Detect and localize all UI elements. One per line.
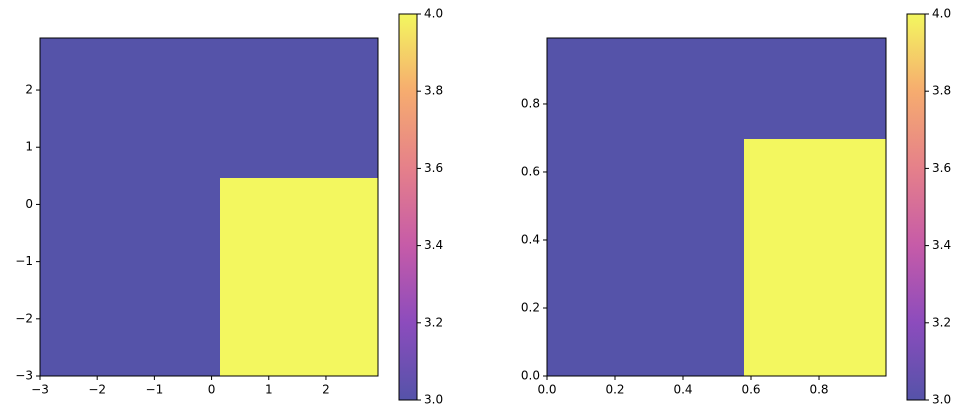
colorbar-tick-label: 3.0	[932, 393, 951, 407]
cell	[547, 38, 744, 139]
x-tick-label: 0.8	[809, 383, 828, 397]
y-tick-label: 0.4	[521, 232, 540, 246]
cell	[40, 178, 221, 376]
y-tick-label: 0	[25, 197, 33, 211]
y-tick-label: 0.6	[521, 164, 540, 178]
x-tick-label: 0.2	[605, 383, 624, 397]
cell	[220, 38, 378, 179]
colorbar	[906, 13, 926, 401]
plot-frame	[546, 37, 887, 377]
x-tick-label: 0	[208, 383, 216, 397]
y-tick-label: 1	[25, 140, 33, 154]
x-tick-label: 1	[265, 383, 273, 397]
y-tick-label: −3	[15, 369, 33, 383]
x-tick-label: 2	[322, 383, 330, 397]
colorbar-tick-label: 3.6	[932, 161, 951, 175]
colorbar-tick-label: 4.0	[424, 7, 443, 21]
colorbar	[398, 13, 418, 401]
x-tick-label: 0.4	[673, 383, 692, 397]
colorbar-tick-label: 3.8	[424, 84, 443, 98]
y-tick-label: 0.0	[521, 369, 540, 383]
x-tick-label: 0.6	[741, 383, 760, 397]
y-tick-label: 0.8	[521, 96, 540, 110]
colorbar-tick-label: 3.4	[932, 238, 951, 252]
colorbar-tick-label: 3.2	[424, 315, 443, 329]
x-tick-label: −1	[146, 383, 164, 397]
x-tick-label: 0.0	[537, 383, 556, 397]
colorbar-tick-label: 3.0	[424, 393, 443, 407]
colorbar-tick-label: 4.0	[932, 7, 951, 21]
x-tick-label: −2	[88, 383, 106, 397]
colorbar-tick-label: 3.8	[932, 84, 951, 98]
y-tick-label: 0.2	[521, 300, 540, 314]
colorbar-tick-label: 3.2	[932, 315, 951, 329]
y-tick-label: −1	[15, 254, 33, 268]
colorbar-tick-label: 3.4	[424, 238, 443, 252]
plot-frame	[39, 37, 379, 377]
y-tick-label: −2	[15, 311, 33, 325]
cell	[743, 38, 886, 139]
x-tick-label: −3	[31, 383, 49, 397]
cell	[547, 138, 744, 376]
colorbar-tick-label: 3.6	[424, 161, 443, 175]
cell	[40, 38, 221, 179]
cell	[743, 138, 886, 376]
cell	[220, 178, 378, 376]
y-tick-label: 2	[25, 83, 33, 97]
